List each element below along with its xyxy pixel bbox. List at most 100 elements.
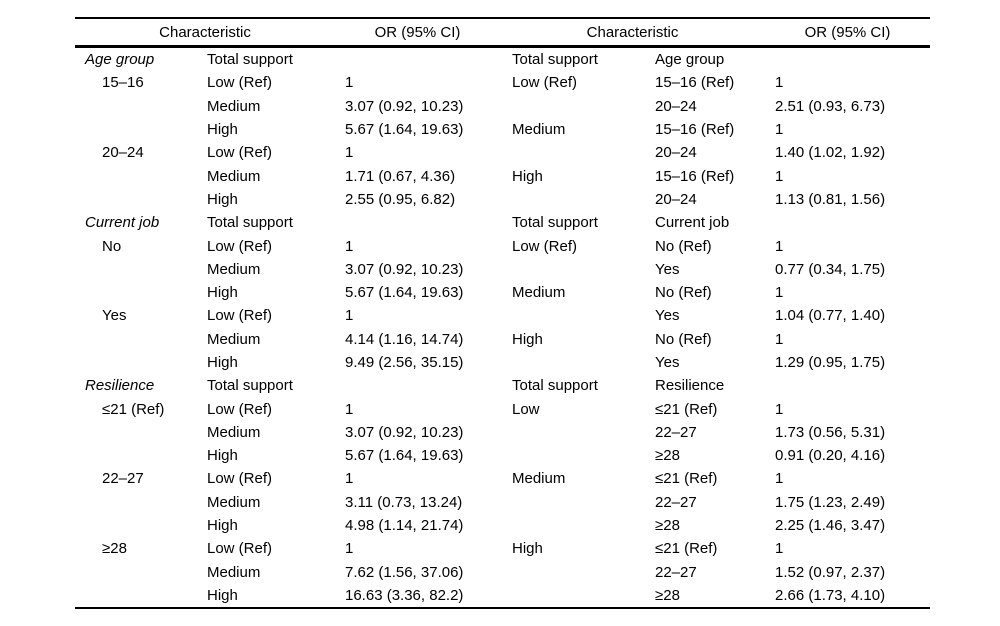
cell-left-or-value: 16.63 (3.36, 82.2): [345, 586, 464, 604]
cell-left-support-level: Low (Ref): [207, 237, 273, 255]
cell-left-support-level: Total support: [207, 377, 293, 395]
cell-right-characteristic: 22–27: [655, 493, 697, 511]
table-row: No Low (Ref) 1 Low (Ref) No (Ref) 1: [75, 234, 930, 257]
table-body: Age group Total support Total support Age g…: [75, 48, 930, 607]
cell-left-or-value: 4.14 (1.16, 14.74): [345, 330, 464, 348]
cell-left-support-level: Medium: [207, 493, 261, 511]
table-row: High 5.67 (1.64, 19.63) Medium 15–16 (Ref) 1: [75, 118, 930, 141]
cell-left-support-level: High: [207, 517, 238, 535]
cell-left-support-level: Total support: [207, 214, 293, 232]
cell-left-support-level: Medium: [207, 260, 261, 278]
cell-right-characteristic: ≤21 (Ref): [655, 470, 718, 488]
cell-left-characteristic: Yes: [102, 307, 127, 325]
cell-left-or-value: 3.11 (0.73, 13.24): [345, 493, 463, 511]
cell-left-or-value: 1: [345, 237, 354, 255]
cell-left-or-value: 1: [345, 144, 354, 162]
cell-left-characteristic: Current job: [85, 214, 160, 232]
cell-right-or-value: 1: [775, 470, 784, 488]
cell-right-support-level: Low (Ref): [512, 237, 578, 255]
cell-right-or-value: 1: [775, 284, 784, 302]
cell-right-or-value: 1: [775, 167, 784, 185]
cell-left-support-level: Low (Ref): [207, 470, 273, 488]
table-row: ≥28 Low (Ref) 1 High ≤21 (Ref) 1: [75, 537, 930, 560]
table-row: High 9.49 (2.56, 35.15) Yes 1.29 (0.95, 1.7…: [75, 351, 930, 374]
cell-right-or-value: 1.29 (0.95, 1.75): [775, 354, 886, 371]
cell-right-characteristic: 22–27: [655, 423, 697, 441]
cell-left-characteristic: Resilience: [85, 377, 155, 395]
cell-left-or-value: 5.67 (1.64, 19.63): [345, 447, 464, 465]
cell-right-or-value: 1.40 (1.02, 1.92): [775, 144, 886, 162]
cell-right-or-value: 1.04 (0.77, 1.40): [775, 307, 886, 325]
cell-right-characteristic: ≥28: [655, 586, 680, 604]
cell-right-support-level: High: [512, 167, 543, 185]
cell-left-support-level: Medium: [207, 167, 261, 185]
table-row: High 5.67 (1.64, 19.63) ≥28 0.91 (0.20, 4.1…: [75, 444, 930, 467]
cell-left-or-value: 3.07 (0.92, 10.23): [345, 260, 464, 278]
table-row: Medium 7.62 (1.56, 37.06) 22–27 1.52 (0.97,…: [75, 561, 930, 584]
cell-left-characteristic: ≥28: [102, 540, 127, 558]
cell-left-or-value: 1: [345, 307, 354, 325]
cell-right-or-value: 2.25 (1.46, 3.47): [775, 517, 886, 535]
cell-right-characteristic: Current job: [655, 214, 730, 232]
cell-right-characteristic: 15–16 (Ref): [655, 167, 735, 185]
table-row: Medium 3.11 (0.73, 13.24) 22–27 1.75 (1.23,…: [75, 491, 930, 514]
cell-left-or-value: 1: [345, 400, 354, 418]
table-row: 22–27 Low (Ref) 1 Medium ≤21 (Ref) 1: [75, 467, 930, 490]
cell-right-or-value: 1: [775, 74, 784, 92]
cell-right-support-level: Total support: [512, 377, 598, 395]
table-row: ≤21 (Ref) Low (Ref) 1 Low ≤21 (Ref) 1: [75, 397, 930, 420]
cell-right-support-level: Low: [512, 400, 540, 418]
cell-right-characteristic: 22–27: [655, 563, 697, 581]
cell-right-or-value: 0.77 (0.34, 1.75): [775, 260, 886, 278]
cell-left-characteristic: No: [102, 237, 122, 255]
cell-left-support-level: High: [207, 586, 238, 604]
cell-right-support-level: Total support: [512, 51, 598, 69]
header-left-characteristic: Characteristic: [159, 23, 251, 41]
table-row: High 4.98 (1.14, 21.74) ≥28 2.25 (1.46, 3.4…: [75, 514, 930, 537]
cell-right-or-value: 1: [775, 237, 784, 255]
header-left-or-ci: OR (95% CI): [374, 23, 461, 41]
cell-right-characteristic: Yes: [655, 354, 680, 371]
cell-right-or-value: 2.51 (0.93, 6.73): [775, 97, 886, 115]
cell-left-or-value: 4.98 (1.14, 21.74): [345, 517, 464, 535]
table-row: Resilience Total support Total support Resi…: [75, 374, 930, 397]
cell-right-characteristic: Age group: [655, 51, 725, 69]
table-row: Medium 3.07 (0.92, 10.23) 22–27 1.73 (0.56,…: [75, 421, 930, 444]
cell-left-or-value: 2.55 (0.95, 6.82): [345, 190, 456, 208]
table-row: Medium 4.14 (1.16, 14.74) High No (Ref) 1: [75, 328, 930, 351]
cell-left-or-value: 1: [345, 74, 354, 92]
table-row: High 5.67 (1.64, 19.63) Medium No (Ref) 1: [75, 281, 930, 304]
cell-left-support-level: High: [207, 284, 238, 302]
header-right-or-ci: OR (95% CI): [804, 23, 891, 41]
table-row: High 2.55 (0.95, 6.82) 20–24 1.13 (0.81, 1.…: [75, 188, 930, 211]
cell-right-characteristic: 20–24: [655, 97, 697, 115]
cell-left-support-level: Medium: [207, 563, 261, 581]
cell-left-support-level: Low (Ref): [207, 144, 273, 162]
table-row: Age group Total support Total support Age g…: [75, 48, 930, 71]
table-row: Current job Total support Total support Cur…: [75, 211, 930, 234]
odds-ratio-table: Characteristic OR (95% CI) Characteristi…: [75, 17, 930, 610]
cell-left-characteristic: 22–27: [102, 470, 144, 488]
cell-left-characteristic: 20–24: [102, 144, 144, 162]
cell-right-characteristic: 20–24: [655, 144, 697, 162]
table-row: Yes Low (Ref) 1 Yes 1.04 (0.77, 1.40): [75, 304, 930, 327]
cell-left-support-level: Medium: [207, 423, 261, 441]
cell-right-characteristic: Yes: [655, 307, 680, 325]
cell-left-characteristic: Age group: [85, 51, 155, 69]
cell-right-or-value: 1: [775, 121, 784, 139]
cell-left-support-level: High: [207, 354, 238, 371]
cell-left-support-level: High: [207, 121, 238, 139]
cell-right-characteristic: ≥28: [655, 447, 680, 465]
cell-left-or-value: 3.07 (0.92, 10.23): [345, 97, 464, 115]
cell-left-support-level: Medium: [207, 330, 261, 348]
cell-right-characteristic: ≥28: [655, 517, 680, 535]
cell-left-or-value: 3.07 (0.92, 10.23): [345, 423, 464, 441]
cell-left-or-value: 1: [345, 470, 354, 488]
cell-left-support-level: Low (Ref): [207, 540, 273, 558]
cell-left-or-value: 5.67 (1.64, 19.63): [345, 284, 464, 302]
cell-right-or-value: 1.73 (0.56, 5.31): [775, 423, 886, 441]
cell-right-or-value: 1: [775, 400, 784, 418]
cell-left-support-level: Low (Ref): [207, 400, 273, 418]
cell-left-or-value: 5.67 (1.64, 19.63): [345, 121, 464, 139]
